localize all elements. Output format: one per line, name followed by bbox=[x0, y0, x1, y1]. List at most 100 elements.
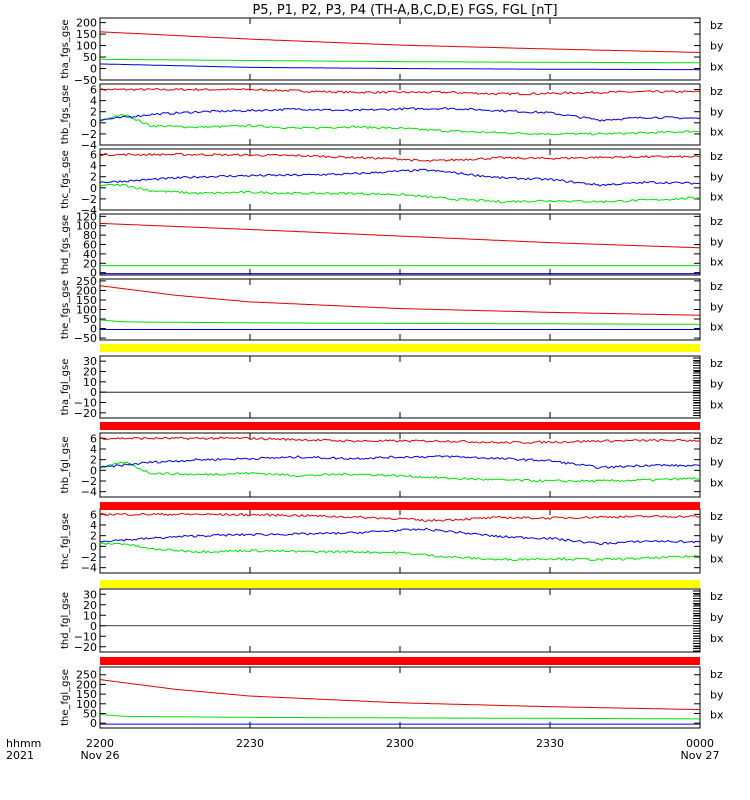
y-tick-label: 6 bbox=[90, 432, 97, 445]
legend-bz: bz bbox=[710, 668, 723, 681]
status-bar-red bbox=[100, 657, 700, 665]
legend-by: by bbox=[710, 235, 724, 248]
y-tick-label: 150 bbox=[76, 294, 97, 307]
legend-by: by bbox=[710, 300, 724, 313]
x-tick-label: 0000 bbox=[686, 737, 714, 750]
y-tick-label: −2 bbox=[81, 475, 97, 488]
legend-bz: bz bbox=[710, 280, 723, 293]
y-tick-label: −50 bbox=[74, 332, 97, 345]
y-tick-label: 200 bbox=[76, 284, 97, 297]
series-bx bbox=[99, 168, 700, 187]
y-tick-label: 0 bbox=[90, 182, 97, 195]
y-tick-label: −2 bbox=[81, 193, 97, 206]
chart-title: P5, P1, P2, P3, P4 (TH-A,B,C,D,E) FGS, F… bbox=[252, 3, 557, 18]
y-tick-label: 0 bbox=[90, 63, 97, 76]
y-tick-label: 10 bbox=[83, 376, 97, 389]
y-tick-label: 0 bbox=[90, 323, 97, 336]
series-by bbox=[99, 183, 701, 204]
y-tick-label: 6 bbox=[90, 84, 97, 97]
y-tick-label: 80 bbox=[83, 229, 97, 242]
y-tick-label: 4 bbox=[90, 95, 97, 108]
y-tick-label: 0 bbox=[90, 717, 97, 730]
legend-by: by bbox=[710, 531, 724, 544]
legend-bx: bx bbox=[710, 256, 724, 269]
y-tick-label: 0 bbox=[90, 267, 97, 280]
x-axis-title: hhmm bbox=[6, 737, 41, 750]
y-axis-label: thd_fgl_gse bbox=[60, 592, 71, 649]
y-tick-label: 50 bbox=[83, 51, 97, 64]
x-tick-sublabel: Nov 26 bbox=[81, 749, 120, 762]
status-bar-yellow bbox=[100, 580, 700, 588]
y-tick-label: −50 bbox=[74, 74, 97, 87]
y-tick-label: 100 bbox=[76, 304, 97, 317]
panel-frame bbox=[99, 432, 701, 498]
y-tick-label: 20 bbox=[83, 366, 97, 379]
series-bz bbox=[99, 285, 700, 316]
legend-bz: bz bbox=[710, 357, 723, 370]
y-tick-label: 50 bbox=[83, 707, 97, 720]
legend-bx: bx bbox=[710, 60, 724, 73]
y-tick-label: 50 bbox=[83, 313, 97, 326]
legend-bx: bx bbox=[710, 321, 724, 334]
y-tick-label: 250 bbox=[76, 275, 97, 288]
y-axis-label: the_fgl_gse bbox=[60, 669, 71, 726]
status-bar-yellow bbox=[100, 344, 700, 352]
y-tick-label: 4 bbox=[90, 443, 97, 456]
y-axis-label: thd_fgs_gse bbox=[60, 215, 71, 274]
y-axis-label: thb_fgl_gse bbox=[60, 437, 71, 494]
panel-frame bbox=[99, 148, 701, 211]
y-tick-label: 30 bbox=[83, 355, 97, 368]
panel-frame bbox=[99, 508, 701, 574]
series-by bbox=[99, 113, 700, 136]
y-tick-label: 200 bbox=[76, 678, 97, 691]
status-bar-red bbox=[100, 502, 700, 510]
series-bx bbox=[99, 63, 700, 71]
y-axis-label: thc_fgs_gse bbox=[60, 150, 71, 209]
legend-bx: bx bbox=[710, 398, 724, 411]
series-bx bbox=[99, 107, 701, 122]
y-tick-label: 40 bbox=[83, 248, 97, 261]
y-tick-label: 20 bbox=[83, 599, 97, 612]
series-bz bbox=[99, 222, 701, 249]
y-tick-label: 6 bbox=[90, 149, 97, 162]
x-tick-label: 2230 bbox=[236, 737, 264, 750]
y-tick-label: 4 bbox=[90, 519, 97, 532]
x-tick-sublabel: Nov 27 bbox=[681, 749, 720, 762]
y-tick-label: 250 bbox=[76, 669, 97, 682]
y-tick-label: −10 bbox=[74, 630, 97, 643]
legend-bz: bz bbox=[710, 19, 723, 32]
series-bz bbox=[99, 512, 701, 523]
series-bz bbox=[99, 87, 701, 96]
panel-frame bbox=[99, 355, 701, 419]
legend-by: by bbox=[710, 378, 724, 391]
legend-by: by bbox=[710, 688, 724, 701]
y-tick-label: −4 bbox=[81, 562, 97, 575]
y-tick-label: −10 bbox=[74, 397, 97, 410]
legend-bx: bx bbox=[710, 126, 724, 139]
y-tick-label: 120 bbox=[76, 210, 97, 223]
y-tick-label: −2 bbox=[81, 551, 97, 564]
y-tick-label: −20 bbox=[74, 641, 97, 654]
x-tick-label: 2330 bbox=[536, 737, 564, 750]
series-bz bbox=[99, 31, 700, 53]
y-tick-label: 6 bbox=[90, 508, 97, 521]
series-bz bbox=[99, 436, 701, 445]
y-axis-label: thb_fgs_gse bbox=[60, 85, 71, 144]
y-tick-label: −4 bbox=[81, 204, 97, 217]
y-tick-label: 150 bbox=[76, 28, 97, 41]
legend-bx: bx bbox=[710, 709, 724, 722]
y-tick-label: 2 bbox=[90, 454, 97, 467]
y-tick-label: 150 bbox=[76, 688, 97, 701]
y-tick-label: 200 bbox=[76, 17, 97, 30]
x-tick-label: 2300 bbox=[386, 737, 414, 750]
series-bz bbox=[100, 152, 701, 162]
panel-frame bbox=[99, 278, 701, 341]
